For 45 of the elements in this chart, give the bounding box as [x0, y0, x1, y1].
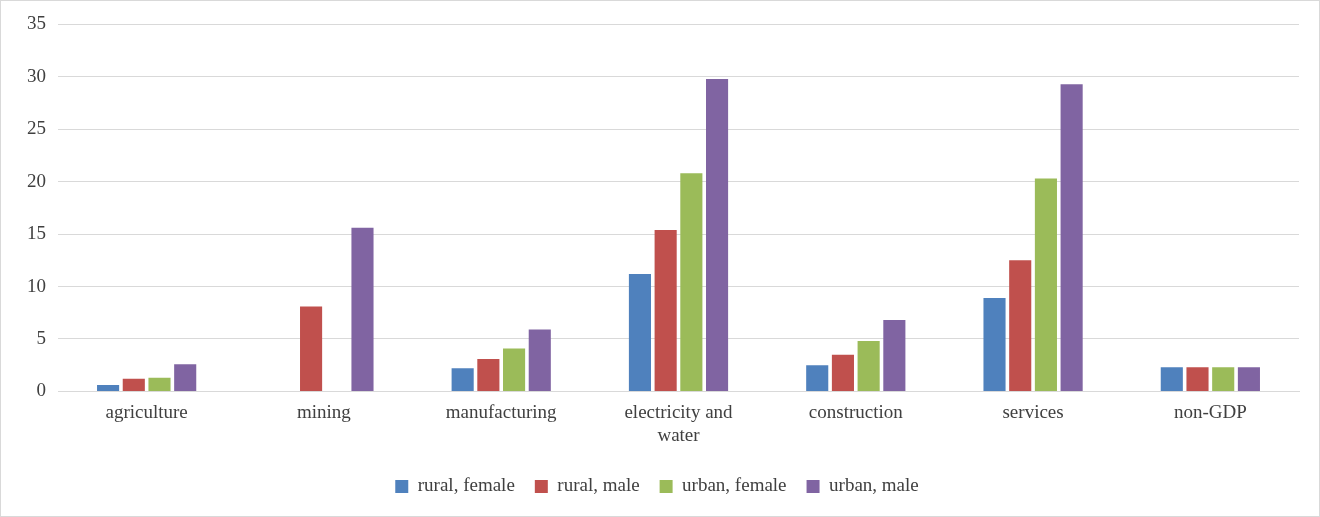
legend-label: urban, female: [682, 474, 787, 496]
bar: [174, 364, 197, 391]
x-tick-label: mining: [297, 400, 352, 422]
legend-label: urban, male: [829, 474, 919, 496]
bar: [806, 365, 829, 391]
legend-label: rural, male: [557, 474, 640, 496]
bar: [1160, 367, 1183, 391]
bar: [477, 358, 500, 391]
bar: [654, 229, 677, 391]
bar: [1034, 178, 1057, 391]
y-tick-label: 25: [27, 117, 46, 139]
y-tick-label: 20: [27, 169, 46, 191]
y-tick-label: 15: [27, 222, 46, 244]
x-tick-label: manufacturing: [445, 400, 558, 422]
bar: [857, 341, 880, 391]
y-tick-label: 5: [36, 326, 46, 348]
bar: [97, 385, 120, 391]
x-tick-label: services: [1002, 400, 1064, 422]
bar: [983, 298, 1006, 391]
bar: [680, 173, 703, 391]
bar: [451, 368, 474, 391]
bar: [351, 227, 374, 391]
y-tick-label: 30: [27, 64, 46, 86]
x-tick-label: electricity and water: [624, 400, 734, 445]
y-tick-label: 10: [27, 274, 46, 296]
y-tick-label: 35: [27, 12, 46, 34]
bar: [503, 348, 526, 391]
bar: [1237, 367, 1260, 391]
bar: [528, 329, 551, 391]
bar: [300, 306, 323, 391]
bar: [148, 377, 171, 391]
y-tick-label: 0: [36, 379, 46, 401]
bar: [1186, 367, 1209, 391]
bar: [1009, 260, 1032, 391]
bar: [628, 273, 651, 391]
bar: [1060, 84, 1083, 391]
x-tick-label: construction: [808, 400, 904, 422]
bar: [1212, 367, 1235, 391]
bar: [706, 78, 729, 391]
bar: [883, 320, 906, 391]
legend-label: rural, female: [417, 474, 515, 496]
bar: [831, 354, 854, 391]
x-tick-label: agriculture: [105, 400, 188, 422]
x-tick-label: non-GDP: [1173, 400, 1247, 422]
bar: [122, 378, 145, 391]
